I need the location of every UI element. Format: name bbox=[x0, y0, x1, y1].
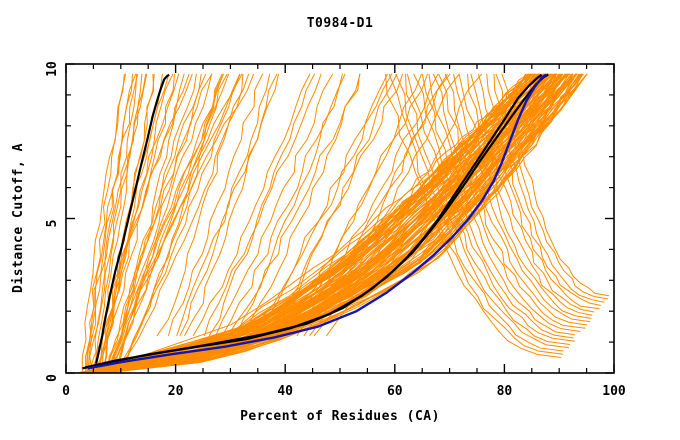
prediction-curve bbox=[167, 73, 264, 337]
y-axis-label: Distance Cutoff, A bbox=[11, 143, 26, 293]
x-tick-label: 20 bbox=[168, 384, 184, 399]
prediction-curve bbox=[438, 73, 586, 329]
tick-marks bbox=[65, 63, 615, 374]
prediction-curve bbox=[395, 73, 564, 352]
prediction-curve bbox=[184, 73, 278, 337]
prediction-curve bbox=[80, 73, 541, 373]
tick-labels: 0 20 40 60 80 100 0 5 10 bbox=[45, 61, 626, 399]
prediction-curve bbox=[116, 73, 243, 373]
axis-layer: 0 20 40 60 80 100 0 5 10 bbox=[45, 61, 626, 399]
prediction-curve bbox=[106, 73, 576, 373]
series-layer bbox=[76, 73, 610, 373]
reference-curve bbox=[95, 73, 170, 364]
prediction-curve bbox=[91, 73, 138, 373]
prediction-curve bbox=[467, 73, 593, 316]
prediction-curve bbox=[388, 73, 564, 355]
x-tick-label: 60 bbox=[387, 384, 403, 399]
prediction-curve bbox=[215, 73, 334, 337]
prediction-curve bbox=[428, 73, 576, 336]
prediction-curve bbox=[406, 73, 571, 346]
prediction-curve bbox=[106, 73, 213, 373]
prediction-bundle bbox=[76, 73, 610, 373]
prediction-curve bbox=[156, 73, 244, 337]
prediction-curve bbox=[88, 73, 143, 373]
prediction-curve bbox=[81, 73, 125, 373]
prediction-curve bbox=[86, 73, 574, 373]
prediction-curve bbox=[115, 73, 255, 373]
prediction-curve bbox=[113, 73, 230, 373]
prediction-curve bbox=[236, 73, 343, 337]
page-title: T0984-D1 bbox=[306, 16, 374, 31]
prediction-curve bbox=[242, 73, 361, 337]
y-tick-label: 0 bbox=[45, 374, 60, 382]
x-tick-label: 40 bbox=[277, 384, 293, 399]
prediction-curve bbox=[268, 73, 404, 337]
prediction-curve bbox=[204, 73, 322, 337]
prediction-curve bbox=[421, 73, 574, 339]
prediction-curve bbox=[92, 73, 531, 373]
prediction-curve bbox=[296, 73, 439, 337]
prediction-curve bbox=[94, 73, 569, 373]
prediction-curve bbox=[286, 73, 422, 337]
highlight-curve bbox=[87, 73, 547, 370]
prediction-curve bbox=[96, 73, 193, 373]
prediction-curve bbox=[256, 73, 389, 337]
prediction-curve bbox=[100, 73, 539, 373]
x-tick-label: 80 bbox=[497, 384, 513, 399]
prediction-curve bbox=[432, 73, 581, 333]
prediction-curve bbox=[113, 73, 241, 373]
x-tick-label: 0 bbox=[62, 384, 70, 399]
prediction-curve bbox=[405, 73, 569, 349]
prediction-curve bbox=[453, 73, 591, 323]
prediction-curve bbox=[117, 73, 241, 373]
prediction-curve bbox=[208, 73, 316, 337]
prediction-curve bbox=[102, 73, 190, 373]
x-axis-label: Percent of Residues (CA) bbox=[240, 409, 440, 424]
prediction-curve bbox=[109, 73, 207, 373]
prediction-curve bbox=[85, 73, 567, 373]
prediction-curve bbox=[85, 73, 127, 373]
prediction-curve bbox=[90, 73, 566, 373]
prediction-curve bbox=[92, 73, 134, 373]
prediction-curve bbox=[80, 73, 557, 373]
prediction-curve bbox=[470, 73, 595, 313]
prediction-curve bbox=[444, 73, 588, 326]
y-tick-label: 5 bbox=[45, 220, 60, 228]
prediction-curve bbox=[413, 73, 575, 342]
prediction-curve bbox=[98, 73, 546, 373]
prediction-curve bbox=[88, 73, 148, 373]
y-tick-label: 10 bbox=[45, 61, 60, 77]
prediction-curve bbox=[101, 73, 180, 373]
prediction-curve bbox=[477, 73, 600, 310]
prediction-curve bbox=[495, 73, 608, 300]
prediction-curve bbox=[113, 73, 223, 373]
prediction-curve bbox=[493, 73, 605, 303]
prediction-curve bbox=[309, 73, 451, 337]
prediction-curve bbox=[176, 73, 280, 337]
prediction-curve bbox=[271, 73, 398, 337]
reference-curve bbox=[84, 73, 549, 369]
prediction-curve bbox=[80, 73, 588, 373]
prediction-curve bbox=[192, 73, 311, 337]
prediction-curve bbox=[250, 73, 393, 337]
x-tick-label: 100 bbox=[602, 384, 626, 399]
prediction-curve bbox=[105, 73, 224, 373]
prediction-curve bbox=[458, 73, 592, 320]
prediction-curve bbox=[179, 73, 271, 337]
prediction-curve bbox=[85, 73, 139, 373]
prediction-curve bbox=[486, 73, 601, 306]
prediction-curve bbox=[89, 73, 147, 373]
prediction-curve bbox=[385, 73, 562, 359]
